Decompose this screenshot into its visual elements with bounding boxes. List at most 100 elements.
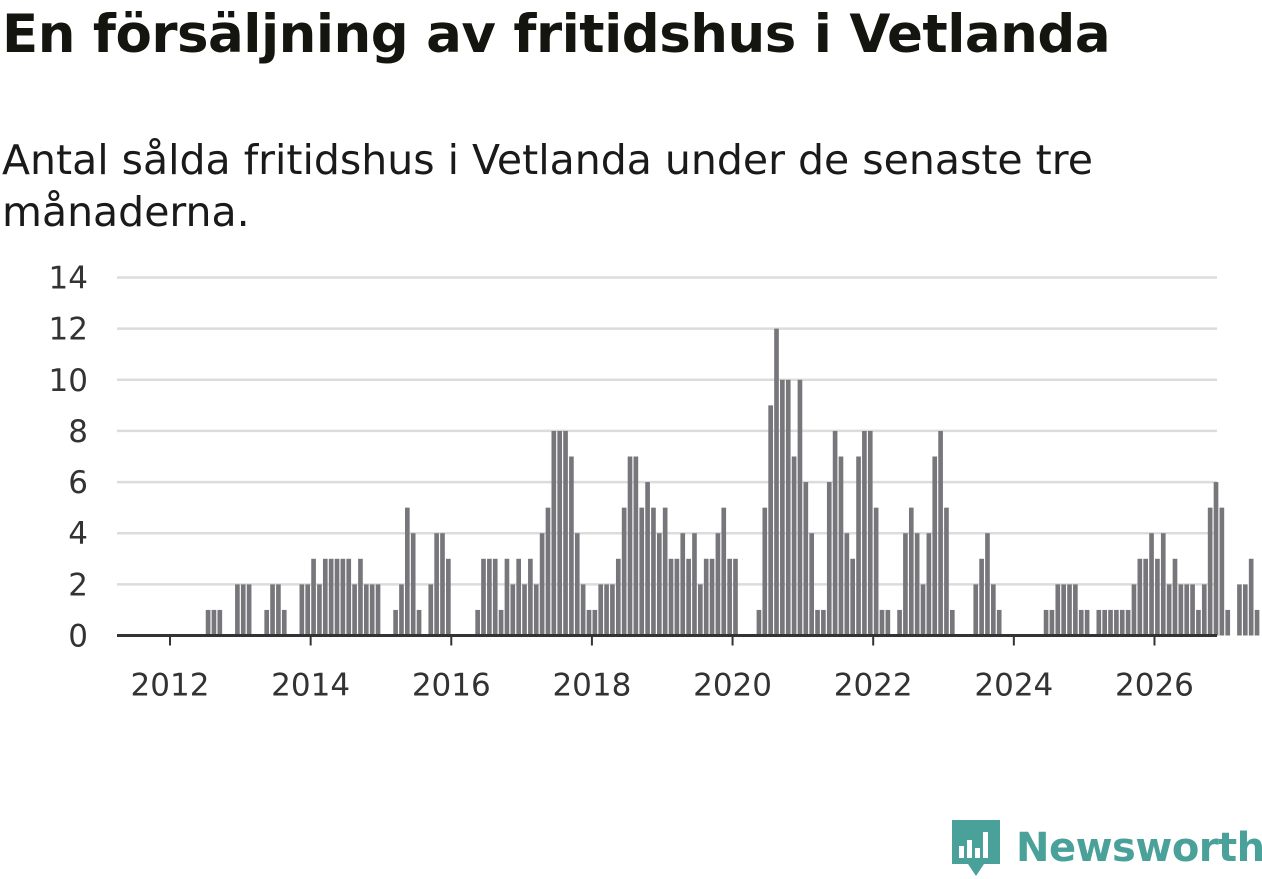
bar xyxy=(774,328,779,636)
chart-title: En försäljning av fritidshus i Vetlanda xyxy=(2,4,1111,65)
x-tick-label: 2022 xyxy=(834,668,913,704)
bar xyxy=(1237,584,1242,636)
bar xyxy=(821,609,826,636)
bar xyxy=(1084,609,1090,636)
bar xyxy=(621,507,627,636)
bar xyxy=(604,584,609,636)
bar xyxy=(1131,584,1137,636)
bar xyxy=(416,609,422,636)
bar xyxy=(803,482,809,636)
bar xyxy=(651,507,656,636)
bar xyxy=(680,533,686,636)
bar xyxy=(393,609,398,636)
bar xyxy=(703,558,709,636)
bar xyxy=(832,430,838,636)
bar xyxy=(645,482,650,636)
bar xyxy=(674,558,680,636)
bar xyxy=(1184,584,1190,636)
bar xyxy=(487,558,492,636)
bar xyxy=(246,584,252,636)
bar xyxy=(334,558,340,636)
bar xyxy=(545,507,551,636)
bar xyxy=(1248,558,1254,636)
bar xyxy=(686,558,691,636)
bar xyxy=(985,533,990,636)
bar xyxy=(721,507,727,636)
bar xyxy=(328,558,334,636)
x-tick-label: 2018 xyxy=(552,668,631,704)
bar xyxy=(446,558,451,636)
bar xyxy=(715,533,721,636)
bar xyxy=(991,584,996,636)
x-tick-label: 2026 xyxy=(1115,668,1194,704)
bar xyxy=(932,456,938,636)
bar xyxy=(1190,584,1195,636)
bar xyxy=(873,507,879,636)
bar xyxy=(633,456,639,636)
bar xyxy=(627,456,633,636)
bar xyxy=(510,584,516,636)
bar xyxy=(592,609,598,636)
bar xyxy=(586,609,592,636)
bar xyxy=(346,558,352,636)
bar xyxy=(791,456,797,636)
y-tick-label: 14 xyxy=(49,261,88,297)
bar xyxy=(639,507,645,636)
bar xyxy=(1119,609,1125,636)
bar xyxy=(539,533,545,636)
bar xyxy=(867,430,873,636)
bar xyxy=(1096,609,1102,636)
bar xyxy=(1166,584,1172,636)
bar xyxy=(533,584,539,636)
bar xyxy=(498,609,504,636)
bar xyxy=(1073,584,1078,636)
bar xyxy=(768,405,773,636)
bar xyxy=(305,584,311,636)
bar xyxy=(1207,507,1213,636)
bar xyxy=(311,558,316,636)
bar xyxy=(668,558,674,636)
bar xyxy=(733,558,738,636)
bar xyxy=(885,609,891,636)
y-tick-label: 10 xyxy=(49,363,88,399)
bar xyxy=(317,584,322,636)
bar xyxy=(838,456,844,636)
bar xyxy=(270,584,275,636)
bar xyxy=(1102,609,1107,636)
bar xyxy=(1149,533,1154,636)
bar xyxy=(914,533,920,636)
bar xyxy=(615,558,621,636)
bars xyxy=(205,328,1260,636)
bar xyxy=(1225,609,1231,636)
bar xyxy=(1043,609,1049,636)
bar xyxy=(369,584,375,636)
bar xyxy=(475,609,480,636)
bar xyxy=(481,558,486,636)
bar xyxy=(996,609,1002,636)
bar xyxy=(1172,558,1178,636)
bar xyxy=(522,584,527,636)
bar xyxy=(264,609,270,636)
y-tick-label: 4 xyxy=(68,516,88,552)
bar xyxy=(299,584,305,636)
bar xyxy=(322,558,328,636)
newsworthy-logo: Newsworthy xyxy=(950,818,1262,878)
bar xyxy=(528,558,533,636)
x-tick-label: 2024 xyxy=(974,668,1053,704)
bar xyxy=(1114,609,1119,636)
bar xyxy=(492,558,498,636)
bar xyxy=(574,533,580,636)
bar xyxy=(1137,558,1143,636)
bar xyxy=(1067,584,1072,636)
bar xyxy=(850,558,856,636)
bar xyxy=(211,609,217,636)
bar xyxy=(1196,609,1201,636)
bar xyxy=(944,507,949,636)
bar xyxy=(809,533,814,636)
bar xyxy=(926,533,932,636)
bar xyxy=(375,584,381,636)
bar xyxy=(235,584,240,636)
bar xyxy=(363,584,369,636)
bar xyxy=(908,507,914,636)
bar xyxy=(217,609,223,636)
